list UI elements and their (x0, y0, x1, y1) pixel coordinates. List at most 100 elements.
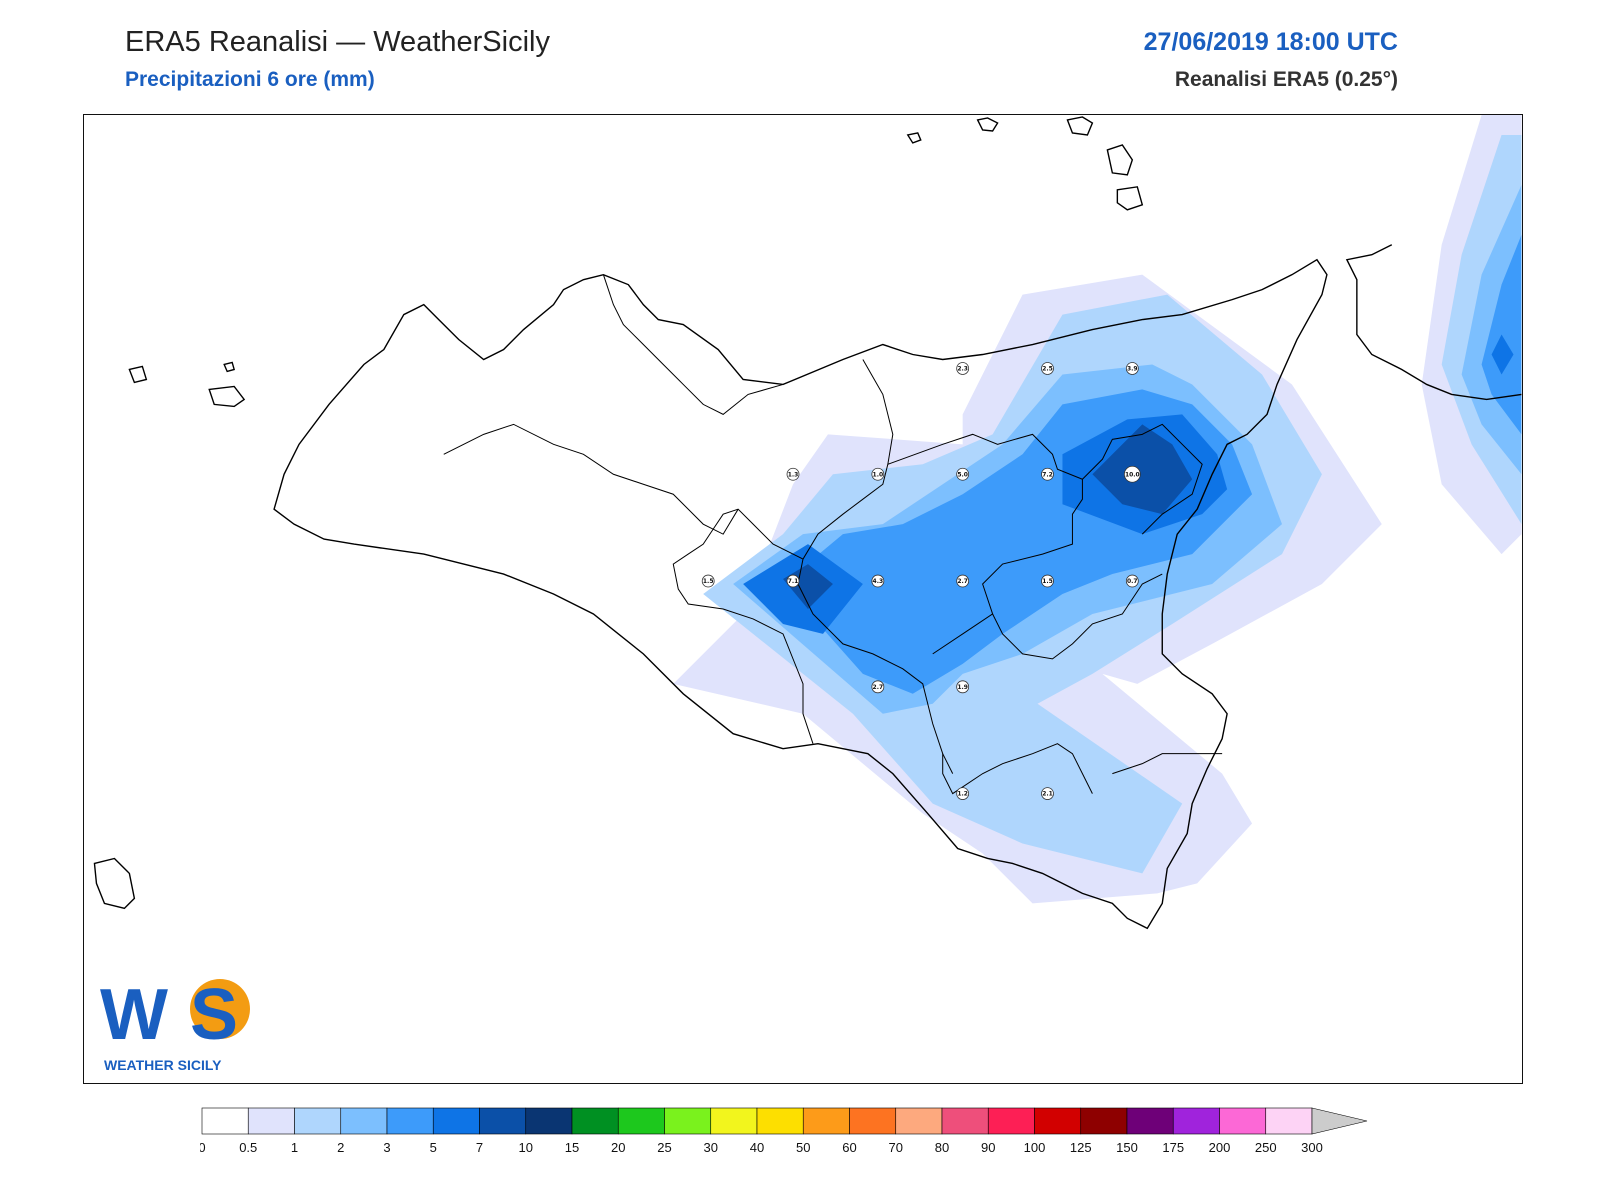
station-value-label: 5.0 (957, 471, 968, 478)
legend-swatch (247, 1107, 295, 1135)
legend-swatch (1034, 1107, 1082, 1135)
legend-swatch (1219, 1107, 1267, 1135)
legend-swatch (1172, 1107, 1220, 1135)
station-value-label: 7.2 (1042, 471, 1053, 478)
legend-tick-label: 50 (796, 1140, 810, 1155)
station-value-label: 4.3 (873, 578, 884, 585)
station-marker: 2.5 (1041, 362, 1054, 375)
map-title: ERA5 Reanalisi — WeatherSicily (125, 26, 550, 58)
legend-tick-label: 250 (1255, 1140, 1277, 1155)
legend-colorbar: 0 0.5 1 2 3 5 7 10 15 20 25 30 40 50 60 70 80 90 100 125 150… (200, 1107, 1368, 1155)
ws-logo-icon: W S (100, 975, 250, 1055)
station-marker-dot (956, 362, 970, 375)
legend-tick-label: 80 (935, 1140, 949, 1155)
legend-tick-label: 40 (750, 1140, 764, 1155)
legend-tick-label: 200 (1209, 1140, 1231, 1155)
station-value-label: 1.2 (957, 791, 968, 798)
station-value-label: 0.7 (1127, 578, 1138, 585)
station-marker: 1.9 (956, 680, 970, 694)
logo-text: WEATHER SICILY (104, 1057, 222, 1073)
legend-tick-label: 90 (981, 1140, 995, 1155)
precip-band-7 (1092, 424, 1193, 515)
station-value-label: 1.5 (1042, 578, 1053, 585)
province-border-6 (942, 743, 1093, 795)
legend-tick-label: 3 (383, 1140, 390, 1155)
island-alicudi (906, 132, 922, 144)
station-marker-dot (956, 680, 970, 694)
station-marker: 2.7 (871, 680, 885, 694)
station-value-label: 1.5 (703, 578, 714, 585)
station-marker: 7.2 (1041, 467, 1054, 481)
station-value-label: 1.3 (788, 471, 799, 478)
province-border-1 (797, 359, 954, 774)
legend-swatch (895, 1107, 943, 1135)
legend-extend-arrow (1311, 1107, 1368, 1135)
legend-swatch (386, 1107, 434, 1135)
svg-text:W: W (100, 975, 168, 1053)
legend-swatch (664, 1107, 712, 1135)
station-marker-dot (956, 574, 970, 588)
station-marker-dot (1125, 362, 1139, 375)
station-value-label: 2.7 (873, 684, 884, 691)
legend-tick-label: 70 (889, 1140, 903, 1155)
legend-swatch (802, 1107, 850, 1135)
station-marker: 1.2 (956, 787, 970, 800)
station-value-label: 1.0 (873, 471, 884, 478)
island-marettimo (128, 365, 148, 384)
station-marker-dot (786, 574, 800, 588)
legend-tick-label: 10 (519, 1140, 533, 1155)
province-border-4 (672, 508, 814, 744)
legend-swatch (432, 1107, 480, 1135)
station-marker: 1.0 (871, 467, 885, 481)
station-marker: 2.7 (956, 574, 970, 588)
station-value-label: 7.1 (788, 578, 799, 585)
island-lipari (1106, 144, 1134, 176)
legend-swatch (617, 1107, 665, 1135)
province-border-2 (887, 433, 1083, 655)
station-value-label: 2.5 (1042, 365, 1053, 372)
legend-swatch (756, 1107, 804, 1135)
legend-swatch (1126, 1107, 1174, 1135)
legend-tick-label: 60 (842, 1140, 856, 1155)
station-marker-dot (871, 680, 885, 694)
station-marker-dot (1041, 574, 1054, 588)
station-marker-dot (871, 574, 885, 588)
province-border-9 (443, 423, 739, 535)
station-value-label: 2.1 (1042, 791, 1053, 798)
island-salina (1066, 116, 1094, 136)
legend-tick-label: 5 (430, 1140, 437, 1155)
precipitation-map: 2.3 2.5 3.9 1.3 1.0 5.0 7.2 10.0 1.5 7.1 4.3 2.7 1.5… (93, 115, 1522, 930)
legend-swatch (294, 1107, 342, 1135)
province-border-8 (602, 274, 784, 415)
station-marker: 3.9 (1125, 362, 1139, 375)
station-marker-dot (1041, 362, 1054, 375)
station-marker-dot (1125, 574, 1139, 588)
legend-swatch (941, 1107, 989, 1135)
weather-sicily-logo: W S WEATHER SICILY (96, 973, 256, 1073)
station-marker: 2.1 (1041, 787, 1054, 800)
precip-band-east-7 (1491, 334, 1514, 375)
legend-swatch (987, 1107, 1035, 1135)
calabria-coastline (1345, 244, 1522, 401)
station-value-label: 3.9 (1127, 365, 1138, 372)
legend-tick-label: 2 (337, 1140, 344, 1155)
legend-swatch (1080, 1107, 1128, 1135)
legend-tick-label: 0 (200, 1140, 206, 1155)
svg-text:S: S (190, 975, 238, 1053)
legend-swatch (525, 1107, 573, 1135)
station-value-label: 1.9 (957, 684, 968, 691)
province-border-7 (1112, 753, 1223, 775)
island-levanzo (223, 361, 236, 373)
legend-tick-label: 30 (704, 1140, 718, 1155)
station-marker: 5.0 (956, 467, 970, 481)
station-marker-dot (786, 467, 800, 481)
map-subtitle: Precipitazioni 6 ore (mm) (125, 68, 375, 91)
legend-tick-label: 175 (1162, 1140, 1184, 1155)
coastlines (93, 116, 1522, 930)
island-sw (93, 857, 136, 910)
station-marker: 2.3 (956, 362, 970, 375)
map-source: Reanalisi ERA5 (0.25°) (1174, 68, 1398, 91)
island-filicudi (976, 117, 999, 132)
legend-tick-label: 1 (291, 1140, 298, 1155)
legend-tick-label: 25 (657, 1140, 671, 1155)
